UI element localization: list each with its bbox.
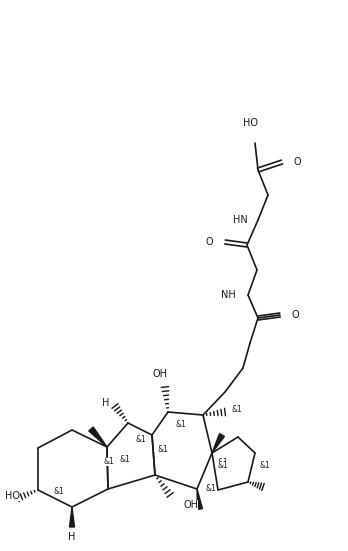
Text: &1: &1: [119, 455, 130, 464]
Text: &1: &1: [53, 487, 64, 496]
Polygon shape: [212, 434, 224, 453]
Text: NH: NH: [221, 290, 236, 300]
Text: HO: HO: [243, 118, 258, 128]
Text: HN: HN: [233, 215, 248, 225]
Text: H: H: [68, 532, 76, 542]
Text: &1: &1: [176, 420, 187, 429]
Polygon shape: [197, 489, 203, 509]
Text: &1: &1: [231, 406, 242, 414]
Text: &1: &1: [217, 461, 228, 470]
Text: &1: &1: [104, 457, 115, 466]
Text: &1: &1: [217, 458, 228, 467]
Text: HO: HO: [5, 491, 20, 501]
Text: O: O: [292, 310, 300, 320]
Text: OH: OH: [183, 500, 198, 510]
Text: &1: &1: [260, 461, 271, 470]
Text: O: O: [205, 237, 213, 247]
Polygon shape: [89, 427, 107, 447]
Text: H: H: [102, 398, 110, 408]
Text: &1: &1: [205, 484, 216, 493]
Text: OH: OH: [152, 369, 167, 379]
Text: O: O: [294, 157, 302, 167]
Polygon shape: [70, 507, 74, 527]
Text: &1: &1: [136, 435, 147, 444]
Text: &1: &1: [157, 445, 168, 454]
